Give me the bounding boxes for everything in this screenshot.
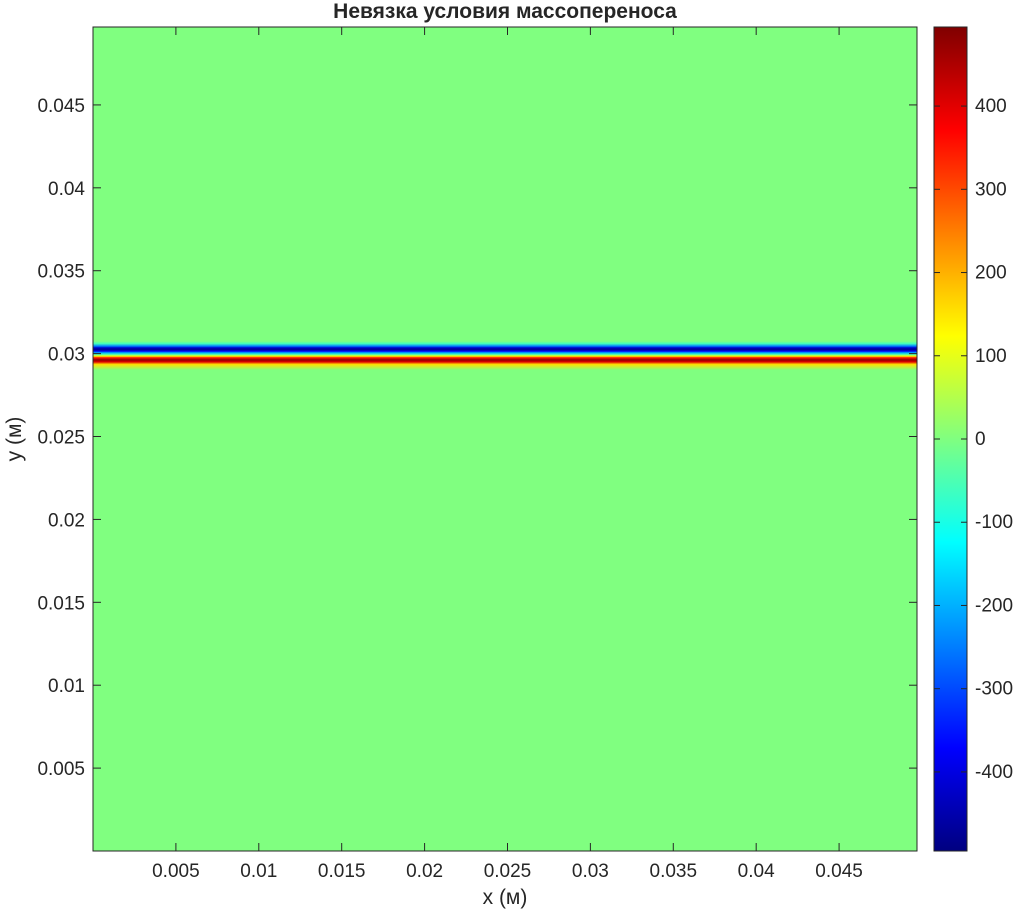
colorbar-tick-label: 200 bbox=[975, 263, 1007, 284]
x-tick-label: 0.01 bbox=[240, 861, 277, 882]
colorbar-tick-label: -400 bbox=[975, 762, 1013, 783]
y-tick-label: 0.01 bbox=[48, 676, 85, 697]
y-tick-label: 0.005 bbox=[37, 759, 85, 780]
colorbar-tick-label: 300 bbox=[975, 179, 1007, 200]
y-tick-label: 0.03 bbox=[48, 345, 85, 366]
x-tick-label: 0.035 bbox=[650, 861, 698, 882]
y-tick-label: 0.025 bbox=[37, 428, 85, 449]
plot-area bbox=[92, 26, 918, 852]
colorbar-ticks: -400 -300 -200 -100 0 100 200 300 400 bbox=[934, 96, 1013, 783]
y-axis: 0.005 0.01 0.015 0.02 0.025 0.03 0.035 0.04 0.04… bbox=[37, 96, 917, 780]
x-tick-label: 0.025 bbox=[484, 861, 532, 882]
y-tick-label: 0.015 bbox=[37, 593, 85, 614]
x-tick-label: 0.04 bbox=[738, 861, 775, 882]
y-tick-label: 0.035 bbox=[37, 262, 85, 283]
colorbar-tick-label: -100 bbox=[975, 512, 1013, 533]
colorbar-tick-label: 100 bbox=[975, 346, 1007, 367]
y-tick-label: 0.02 bbox=[48, 510, 85, 531]
x-tick-label: 0.015 bbox=[318, 861, 366, 882]
y-tick-label: 0.04 bbox=[48, 179, 85, 200]
x-tick-label: 0.02 bbox=[406, 861, 443, 882]
y-axis-label: y (м) bbox=[3, 417, 26, 462]
x-tick-label: 0.005 bbox=[152, 861, 200, 882]
colorbar: -400 -300 -200 -100 0 100 200 300 400 bbox=[933, 26, 1013, 852]
plot-frame bbox=[92, 26, 918, 852]
colorbar-tick-label: 400 bbox=[975, 96, 1007, 117]
heatmap-field bbox=[93, 27, 917, 851]
colorbar-tick-label: -300 bbox=[975, 679, 1013, 700]
colorbar-tick-label: 0 bbox=[975, 429, 986, 450]
x-axis-label: x (м) bbox=[483, 886, 528, 909]
x-axis: 0.005 0.01 0.015 0.02 0.025 0.03 0.035 0.04 0.04… bbox=[152, 27, 863, 882]
x-tick-label: 0.045 bbox=[815, 861, 863, 882]
colorbar-tick-label: -200 bbox=[975, 595, 1013, 616]
y-tick-label: 0.045 bbox=[37, 96, 85, 117]
chart-title: Невязка условия массопереноса bbox=[333, 0, 677, 23]
x-tick-label: 0.03 bbox=[572, 861, 609, 882]
